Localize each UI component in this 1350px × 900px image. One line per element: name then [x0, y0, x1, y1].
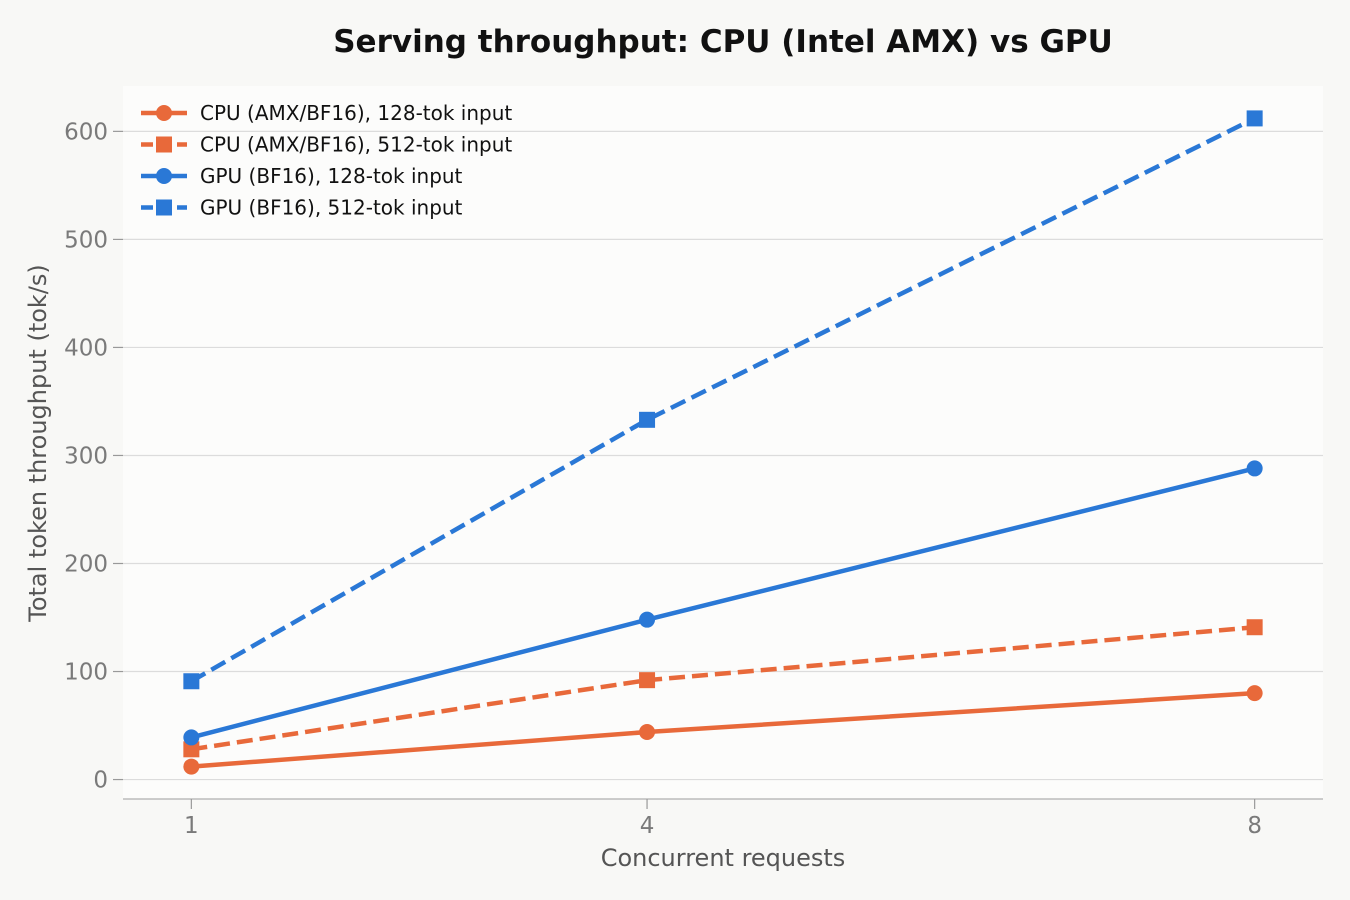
x-tick-label: 8	[1247, 813, 1262, 839]
series-2	[183, 619, 1263, 758]
legend-marker	[156, 105, 172, 121]
x-tick-label: 4	[640, 813, 655, 839]
legend-item: CPU (AMX/BF16), 512-tok input	[141, 133, 512, 157]
y-tick-label: 300	[64, 443, 108, 469]
data-point	[183, 729, 200, 746]
series-1	[183, 685, 1263, 775]
chart-title: Serving throughput: CPU (Intel AMX) vs G…	[333, 24, 1113, 60]
data-point	[183, 673, 200, 690]
legend-label: CPU (AMX/BF16), 128-tok input	[200, 101, 512, 125]
legend-item: CPU (AMX/BF16), 128-tok input	[141, 101, 512, 125]
data-point	[1246, 619, 1263, 636]
series-line	[190, 116, 1256, 684]
legend-marker	[156, 168, 172, 184]
y-tick-label: 600	[64, 119, 108, 145]
data-point	[183, 741, 200, 758]
data-point	[639, 611, 656, 628]
y-axis-label: Total token throughput (tok/s)	[24, 264, 52, 623]
data-point	[1246, 685, 1263, 702]
legend-marker	[156, 136, 172, 153]
data-point	[1246, 110, 1263, 127]
legend-item: GPU (BF16), 128-tok input	[141, 164, 463, 188]
x-axis-label: Concurrent requests	[601, 844, 846, 872]
y-tick-label: 100	[64, 660, 108, 686]
legend: CPU (AMX/BF16), 128-tok input CPU (AMX/BF…	[141, 101, 512, 220]
x-tick-label: 1	[184, 813, 199, 839]
legend-item: GPU (BF16), 512-tok input	[141, 196, 463, 220]
y-tick-label: 0	[93, 768, 108, 794]
data-point	[639, 672, 656, 689]
plot-area	[123, 86, 1323, 799]
series-group	[183, 110, 1263, 775]
legend-marker	[156, 199, 172, 216]
x-axis-ticks: 1 4 8	[184, 799, 1262, 839]
y-tick-label: 200	[64, 551, 108, 577]
legend-label: GPU (BF16), 128-tok input	[200, 164, 463, 188]
data-point	[639, 724, 656, 741]
series-3	[183, 460, 1263, 746]
y-tick-label: 500	[64, 227, 108, 253]
y-axis-ticks: 0 100 200 300 400 500 600	[64, 119, 123, 794]
legend-label: GPU (BF16), 512-tok input	[200, 196, 463, 220]
series-4	[183, 110, 1263, 690]
data-point	[1246, 460, 1263, 477]
y-tick-label: 400	[64, 335, 108, 361]
data-point	[639, 411, 656, 428]
data-point	[183, 758, 200, 775]
legend-label: CPU (AMX/BF16), 512-tok input	[200, 133, 512, 157]
